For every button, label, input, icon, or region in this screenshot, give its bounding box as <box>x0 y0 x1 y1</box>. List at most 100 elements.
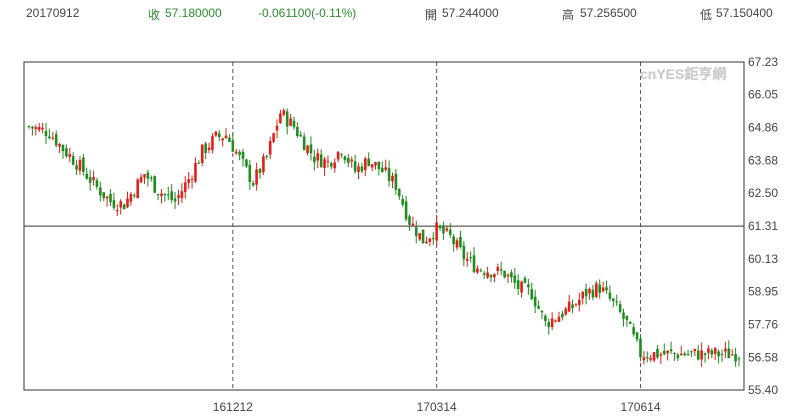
candle-body <box>82 157 85 172</box>
candle-body <box>727 348 731 359</box>
candle-body <box>224 135 228 139</box>
candle-body <box>717 351 720 357</box>
candle-body <box>710 350 714 355</box>
candle-body <box>85 173 89 179</box>
candle-body <box>469 257 472 259</box>
candle-body <box>595 283 598 297</box>
plot-frame <box>23 61 745 391</box>
y-axis: 67.23 66.05 64.86 63.68 62.50 61.31 60.13 58.95… <box>748 55 778 397</box>
candle-body <box>435 222 438 241</box>
candle-body <box>486 272 489 278</box>
candle-body <box>476 268 479 273</box>
candle-body <box>377 161 381 170</box>
candle-body <box>547 322 551 328</box>
candle-body <box>676 354 680 359</box>
candle-body <box>285 111 289 127</box>
candle-body <box>353 161 357 172</box>
candle-body <box>493 274 496 278</box>
candle-body <box>673 353 676 355</box>
candle-body <box>632 327 635 335</box>
candle-body <box>48 136 51 138</box>
candle-body <box>54 134 58 146</box>
watermark: cnYES鉅亨網 <box>640 66 726 82</box>
candle-body <box>228 137 231 142</box>
candle-body <box>231 140 235 152</box>
candle-body <box>299 134 303 137</box>
candle-body <box>452 236 455 245</box>
candle-body <box>703 353 707 356</box>
candle-body <box>245 159 248 167</box>
candle-body <box>628 322 632 324</box>
candle-body <box>550 318 554 328</box>
candle-body <box>414 227 418 237</box>
candle-body <box>513 275 517 283</box>
candle-body <box>326 161 330 163</box>
candle-body <box>605 287 608 291</box>
candle-body <box>720 354 724 356</box>
candle-body <box>68 154 72 157</box>
candle-body <box>588 288 591 294</box>
candle-body <box>649 358 652 360</box>
candle-body <box>217 133 221 138</box>
candle-body <box>662 351 666 355</box>
candle-body <box>183 182 187 193</box>
candle-body <box>489 274 493 278</box>
candle-body <box>608 292 612 299</box>
candle-body <box>737 358 741 360</box>
candle-body <box>99 187 102 196</box>
candle-body <box>367 158 371 166</box>
y-tick-label: 63.68 <box>748 153 778 167</box>
candle-body <box>401 199 404 205</box>
candle-body <box>279 113 282 124</box>
candle-body <box>527 284 530 288</box>
candle-body <box>713 348 717 354</box>
candle-body <box>75 165 78 170</box>
candle-body <box>357 166 360 172</box>
candle-body <box>567 301 571 312</box>
candle-body <box>537 306 540 309</box>
candle-body <box>149 177 153 179</box>
y-tick-label: 57.76 <box>748 318 778 332</box>
candle-body <box>102 192 106 199</box>
candle-body <box>364 158 367 171</box>
candle-body <box>455 240 459 248</box>
candle-body <box>146 172 150 179</box>
candle-body <box>418 233 421 240</box>
candle-body <box>41 127 44 130</box>
candle-body <box>374 161 377 166</box>
candle-body <box>381 167 384 173</box>
candle-body <box>618 304 622 312</box>
candle-body <box>296 127 299 137</box>
candle-body <box>686 354 690 356</box>
candle-body <box>336 151 340 160</box>
header-low-value: 57.150400 <box>716 6 773 20</box>
header-open-value: 57.244000 <box>442 6 499 20</box>
header-change: -0.061100(-0.11%) <box>258 6 357 20</box>
candle-body <box>411 223 415 226</box>
candle-body <box>238 151 241 155</box>
y-tick-label: 56.58 <box>748 350 778 364</box>
header-high-value: 57.256500 <box>580 6 637 20</box>
candle-body <box>234 151 238 154</box>
candle-body <box>319 154 323 168</box>
candle-body <box>34 127 38 130</box>
candle-body <box>421 229 425 244</box>
candle-body <box>683 353 686 356</box>
candle-body <box>323 159 326 169</box>
candle-body <box>557 316 561 322</box>
candle-body <box>262 156 265 173</box>
candle-body <box>241 151 245 159</box>
candle-body <box>693 348 697 352</box>
candle-body <box>448 229 452 235</box>
candle-body <box>503 270 506 278</box>
candle-body <box>119 201 123 208</box>
candle-body <box>700 350 703 360</box>
header-open-label: 開 <box>425 8 438 22</box>
candle-body <box>540 310 544 313</box>
candle-body <box>598 284 602 293</box>
candle-layer <box>27 108 741 367</box>
candle-body <box>506 274 510 277</box>
candle-body <box>499 269 503 271</box>
candle-body <box>635 332 639 340</box>
